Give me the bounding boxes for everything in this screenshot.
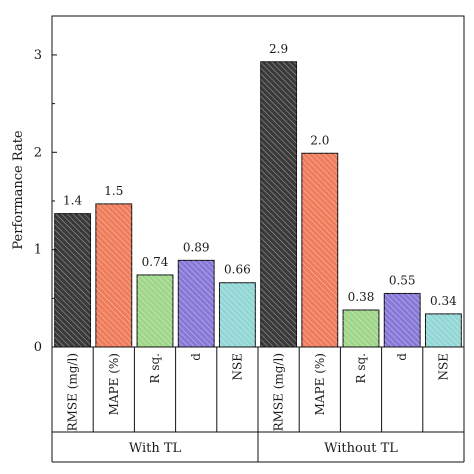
bar-hatch: [260, 61, 297, 347]
data-label: 0.55: [389, 273, 416, 287]
data-label: 0.66: [224, 263, 251, 277]
bar-hatch: [343, 310, 379, 347]
data-label: 2.9: [269, 42, 288, 56]
category-label: R sq.: [354, 353, 368, 384]
bar-hatch: [95, 203, 132, 347]
data-label: 0.74: [142, 255, 169, 269]
group-label: With TL: [129, 441, 182, 456]
data-label: 0.89: [183, 240, 210, 254]
data-label: 0.34: [430, 294, 457, 308]
category-label: RMSE (mg/l): [272, 353, 286, 431]
bar-hatch: [384, 293, 421, 347]
data-label: 2.0: [310, 133, 329, 147]
bar-hatch: [137, 274, 173, 347]
y-axis-label: Performance Rate: [11, 130, 26, 250]
category-label: MAPE (%): [107, 353, 121, 415]
y-tick-label: 3: [34, 48, 42, 63]
category-label: R sq.: [148, 353, 162, 384]
bar-hatch: [301, 153, 338, 347]
category-label: RMSE (mg/l): [66, 353, 80, 431]
category-label: NSE: [436, 353, 450, 380]
category-label: d: [189, 353, 203, 361]
data-label: 1.4: [63, 194, 82, 208]
data-label: 0.38: [348, 290, 375, 304]
category-label: MAPE (%): [313, 353, 327, 415]
bar-hatch: [425, 313, 462, 347]
bar-hatch: [54, 213, 91, 347]
y-tick-label: 2: [34, 145, 42, 160]
y-tick-label: 1: [34, 243, 42, 258]
data-label: 1.5: [104, 184, 123, 198]
group-label: Without TL: [324, 441, 398, 456]
bar-hatch: [219, 282, 256, 347]
bar-hatch: [178, 260, 215, 347]
category-label: NSE: [230, 353, 244, 380]
y-tick-label: 0: [34, 340, 42, 355]
category-label: d: [395, 353, 409, 361]
